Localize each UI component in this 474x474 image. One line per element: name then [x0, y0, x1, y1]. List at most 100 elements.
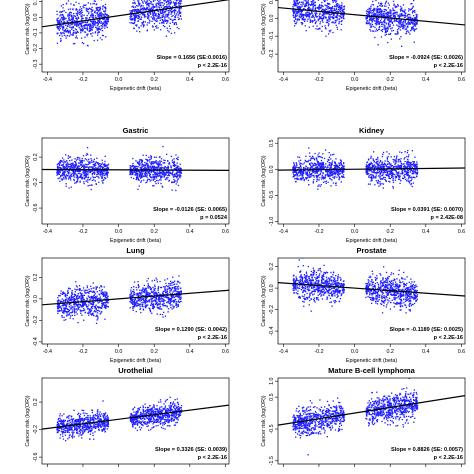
data-point [307, 160, 309, 163]
data-point [308, 13, 310, 16]
data-point [342, 16, 344, 18]
data-point [312, 157, 314, 160]
data-point [152, 174, 154, 176]
data-point [372, 8, 375, 10]
data-point [95, 7, 97, 9]
data-point [296, 12, 298, 14]
data-point [175, 168, 177, 170]
data-point [383, 26, 385, 28]
data-point [105, 17, 108, 19]
data-point [302, 168, 305, 170]
data-point [151, 3, 153, 5]
data-point [342, 170, 344, 172]
data-point [101, 15, 103, 18]
data-point [414, 171, 417, 173]
data-point [152, 170, 155, 172]
data-point [180, 7, 182, 9]
data-point [382, 168, 384, 171]
data-point [172, 171, 174, 173]
data-point [382, 23, 384, 25]
data-point [298, 10, 300, 12]
data-point [155, 161, 157, 163]
data-point [296, 1, 298, 3]
data-point [392, 29, 395, 32]
data-point [319, 16, 322, 19]
data-point [80, 29, 82, 31]
data-point [99, 9, 101, 11]
data-point [155, 20, 157, 22]
data-point [58, 161, 61, 163]
data-point [141, 22, 143, 24]
data-point [307, 5, 309, 7]
data-point [411, 18, 414, 20]
data-point [178, 176, 180, 178]
data-point [387, 19, 389, 21]
data-point [317, 164, 320, 166]
data-point [411, 150, 413, 152]
data-point [373, 18, 375, 20]
data-point [315, 171, 317, 173]
data-point [301, 5, 303, 7]
data-point [304, 6, 306, 8]
data-point [75, 37, 77, 39]
data-point [91, 14, 93, 16]
data-point [318, 163, 320, 165]
data-point [60, 21, 62, 23]
data-point [141, 171, 143, 173]
data-point [155, 177, 158, 179]
data-point [161, 16, 164, 19]
data-point [171, 21, 174, 23]
data-point [100, 29, 102, 31]
data-point [68, 12, 71, 14]
data-point [404, 25, 406, 27]
data-point [67, 169, 69, 171]
data-point [414, 9, 416, 12]
data-point [81, 158, 83, 160]
data-point [305, 13, 308, 15]
data-point [152, 163, 155, 165]
data-point [164, 171, 166, 173]
data-point [81, 160, 83, 162]
data-point [337, 6, 339, 8]
data-point [171, 181, 173, 183]
data-point [380, 22, 382, 24]
data-point [172, 161, 174, 164]
x-tick-label: -0.2 [78, 229, 87, 235]
data-point [373, 169, 375, 172]
data-point [62, 163, 64, 166]
data-point [325, 149, 327, 151]
data-point [388, 176, 390, 178]
data-point [106, 176, 108, 178]
data-point [160, 6, 163, 8]
data-point [370, 26, 372, 29]
data-point [327, 8, 329, 10]
data-point [104, 6, 107, 8]
data-point [90, 13, 93, 15]
data-point [398, 25, 400, 27]
data-point [400, 36, 402, 38]
data-point [377, 182, 379, 185]
data-point [168, 180, 170, 182]
data-point [379, 166, 381, 168]
data-point [176, 167, 179, 169]
data-point [365, 171, 367, 174]
data-point [406, 171, 408, 173]
data-point [81, 37, 83, 39]
data-point [98, 165, 100, 167]
data-point [170, 173, 172, 175]
data-point [151, 10, 154, 13]
data-point [304, 19, 306, 21]
data-point [106, 168, 108, 170]
data-point [314, 163, 317, 165]
data-point [301, 177, 303, 179]
data-point [85, 166, 87, 168]
data-point [88, 17, 91, 19]
data-point [316, 177, 318, 179]
data-point [88, 166, 91, 168]
data-point [142, 26, 145, 28]
data-point [73, 174, 75, 176]
data-point [301, 23, 303, 25]
data-point [146, 24, 148, 26]
data-point [77, 17, 80, 19]
data-point [71, 17, 73, 19]
